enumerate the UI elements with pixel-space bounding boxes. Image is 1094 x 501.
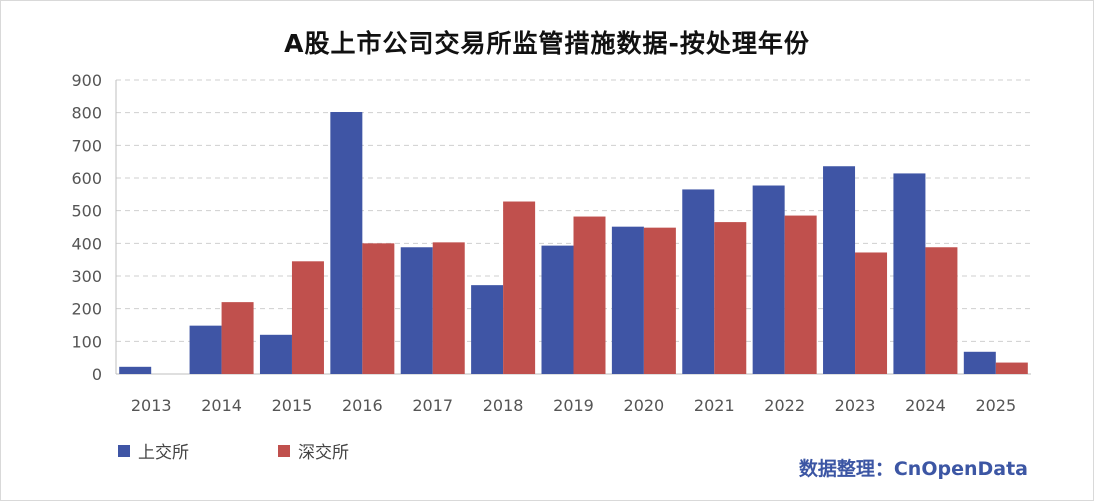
bar-szse-2017: [432, 242, 465, 374]
bar-sse-2023: [823, 166, 856, 374]
bar-sse-2022: [752, 185, 785, 374]
x-tick-label: 2017: [412, 396, 453, 415]
legend-label-sse: 上交所: [138, 443, 189, 463]
y-tick-label: 700: [71, 136, 102, 155]
y-tick-label: 400: [71, 234, 102, 253]
x-tick-label: 2024: [905, 396, 946, 415]
x-tick-label: 2025: [975, 396, 1016, 415]
bar-sse-2021: [682, 189, 715, 374]
bar-szse-2016: [362, 243, 395, 374]
y-tick-label: 500: [71, 202, 102, 221]
bar-sse-2018: [471, 285, 504, 374]
bar-sse-2025: [963, 351, 996, 374]
x-tick-label: 2015: [272, 396, 313, 415]
y-tick-label: 0: [92, 365, 102, 384]
x-tick-label: 2022: [764, 396, 805, 415]
x-tick-label: 2014: [201, 396, 242, 415]
bar-szse-2023: [855, 252, 888, 374]
bar-sse-2017: [400, 247, 433, 374]
x-tick-label: 2013: [131, 396, 172, 415]
x-tick-label: 2021: [694, 396, 735, 415]
x-tick-label: 2019: [553, 396, 594, 415]
y-tick-label: 100: [71, 332, 102, 351]
bar-szse-2019: [573, 216, 606, 374]
y-tick-label: 800: [71, 104, 102, 123]
bar-szse-2015: [291, 261, 324, 374]
x-tick-label: 2023: [835, 396, 876, 415]
bar-szse-2024: [925, 247, 958, 374]
y-tick-label: 600: [71, 169, 102, 188]
bar-szse-2018: [503, 201, 536, 374]
y-tick-label: 900: [71, 71, 102, 90]
bar-szse-2014: [221, 302, 254, 374]
bar-szse-2025: [995, 362, 1028, 374]
x-tick-label: 2016: [342, 396, 383, 415]
legend-item-sse: 上交所: [118, 438, 189, 463]
legend-label-szse: 深交所: [298, 443, 349, 463]
data-credit: 数据整理：CnOpenData: [798, 458, 1028, 480]
bar-szse-2021: [714, 222, 747, 374]
bar-sse-2013: [119, 366, 152, 374]
bar-sse-2024: [893, 173, 926, 374]
bar-sse-2016: [330, 112, 363, 374]
x-tick-label: 2020: [624, 396, 665, 415]
legend-item-szse: 深交所: [278, 438, 349, 463]
legend-swatch-szse: [278, 444, 290, 457]
bar-sse-2014: [189, 325, 222, 374]
bar-szse-2020: [643, 227, 676, 374]
bar-sse-2015: [259, 334, 292, 374]
legend-swatch-sse: [118, 444, 130, 457]
bar-sse-2019: [541, 245, 574, 374]
y-tick-label: 300: [71, 267, 102, 286]
bar-szse-2022: [784, 215, 817, 374]
bar-sse-2020: [611, 226, 644, 374]
x-tick-label: 2018: [483, 396, 524, 415]
chart-title: A股上市公司交易所监管措施数据-按处理年份: [284, 29, 810, 58]
y-tick-label: 200: [71, 300, 102, 319]
